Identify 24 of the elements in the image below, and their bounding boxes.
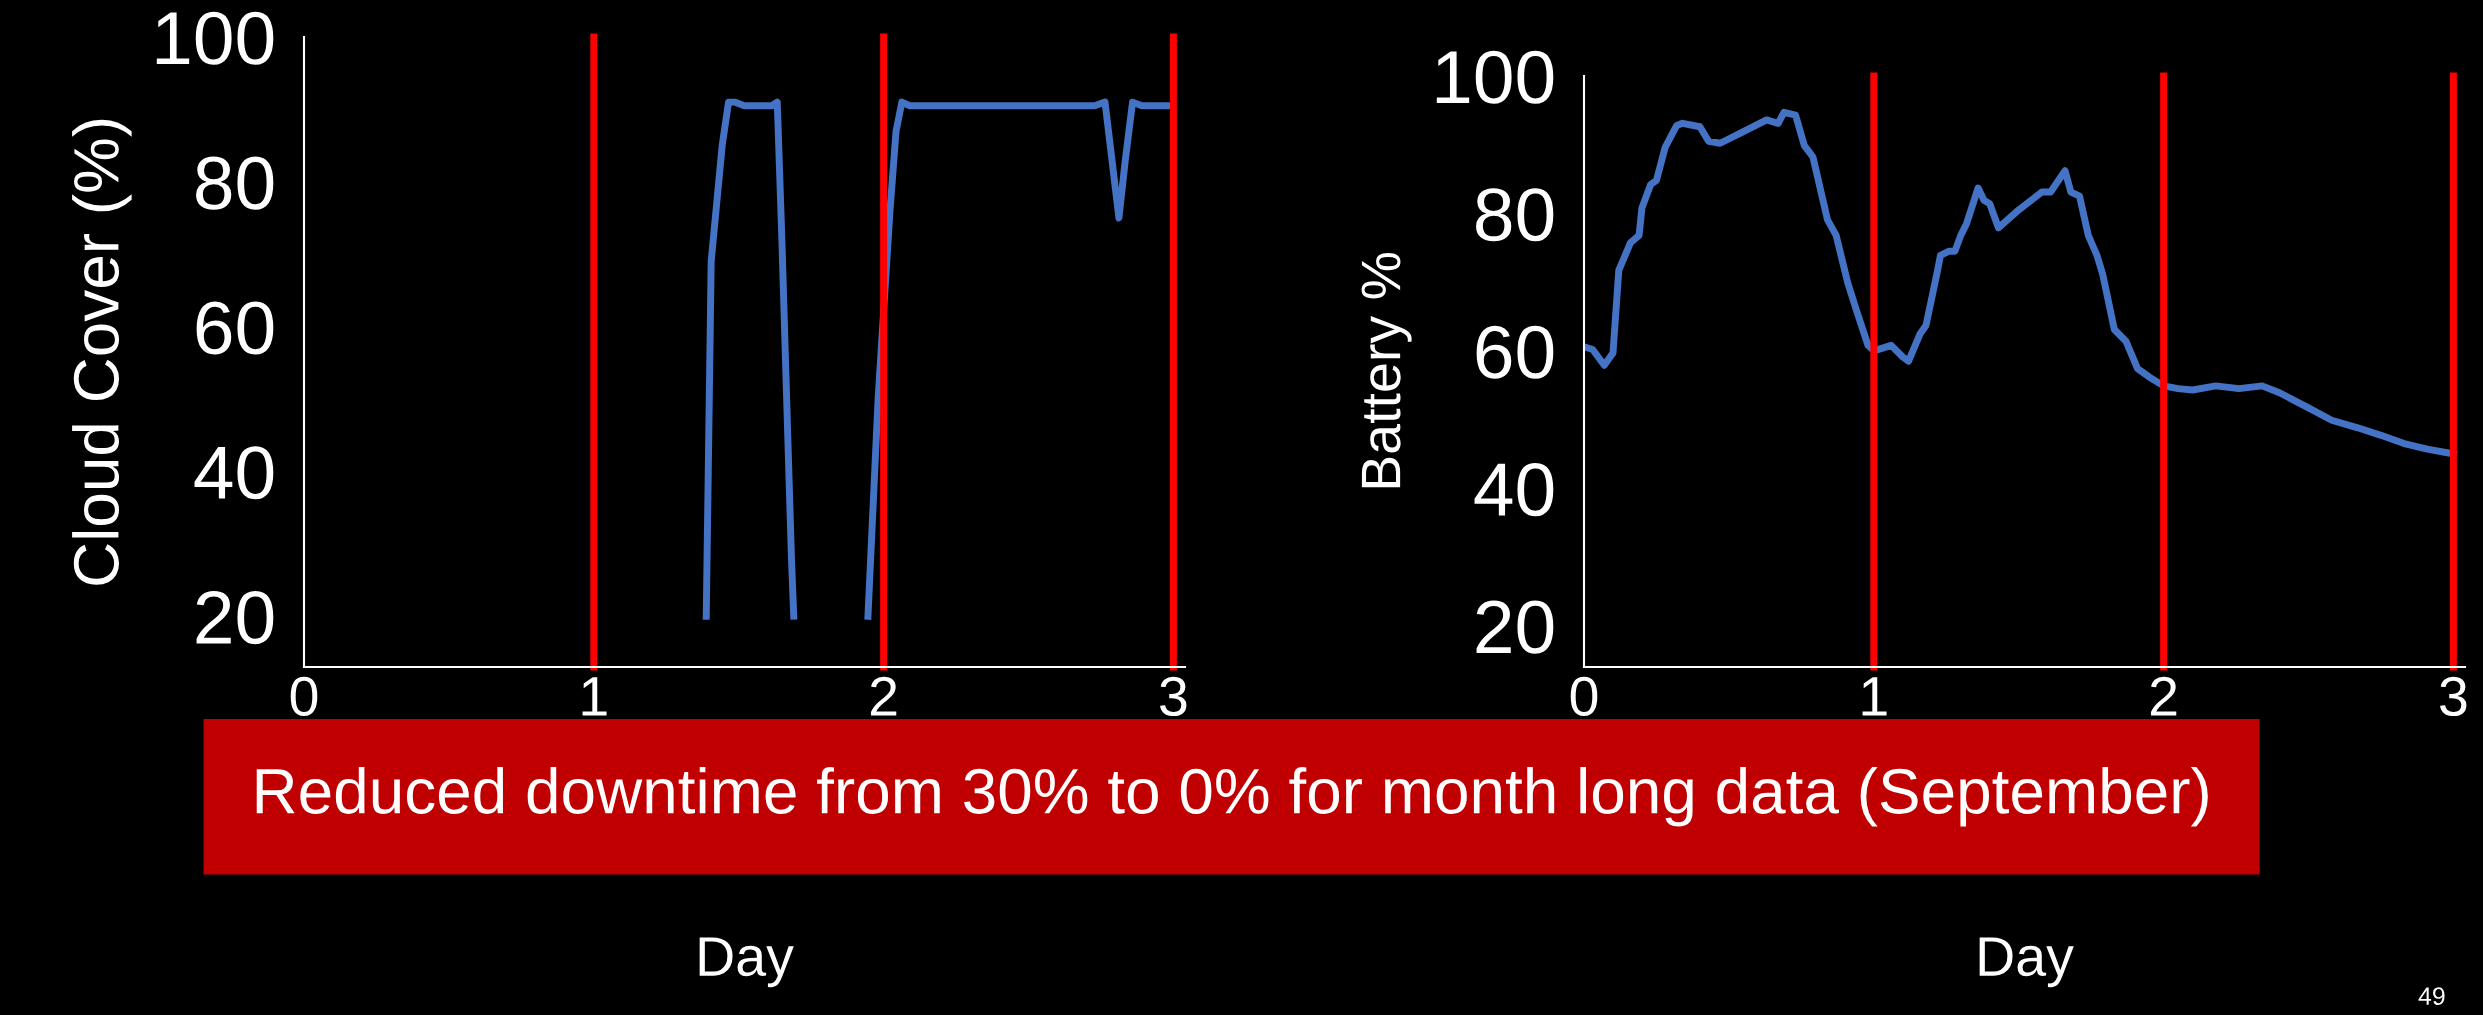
x-tick-label: 3 [2440,676,2467,717]
y-tick-label: 100 [1436,50,1554,104]
x-tick-label: 1 [1862,677,1887,716]
x-axis-title: Day [699,937,794,988]
y-axis-title: Cloud Cover (%) [72,119,132,585]
y-tick-label: 80 [196,156,274,210]
y-tick-label: 60 [1476,325,1554,379]
x-tick-label: 0 [290,676,318,717]
text: Reduced downtime from 30% to 0% for month long data (September) [256,767,2208,827]
y-tick-label: 60 [196,301,274,355]
x-tick-label: 0 [1570,676,1598,717]
y-axis-title: Battery % [1361,253,1412,488]
x-tick-label: 2 [870,676,897,716]
x-tick-label: 2 [2150,676,2177,716]
text: 49 [2418,987,2445,1005]
x-axis-title: Day [1979,937,2074,988]
y-tick-label: 20 [196,591,274,645]
y-tick-label: 40 [194,446,274,500]
x-tick-label: 1 [582,677,607,716]
y-tick-label: 80 [1476,188,1554,242]
y-tick-label: 40 [1474,463,1554,517]
y-tick-label: 100 [156,11,274,65]
x-tick-label: 3 [1160,676,1187,717]
y-tick-label: 20 [1476,600,1554,654]
